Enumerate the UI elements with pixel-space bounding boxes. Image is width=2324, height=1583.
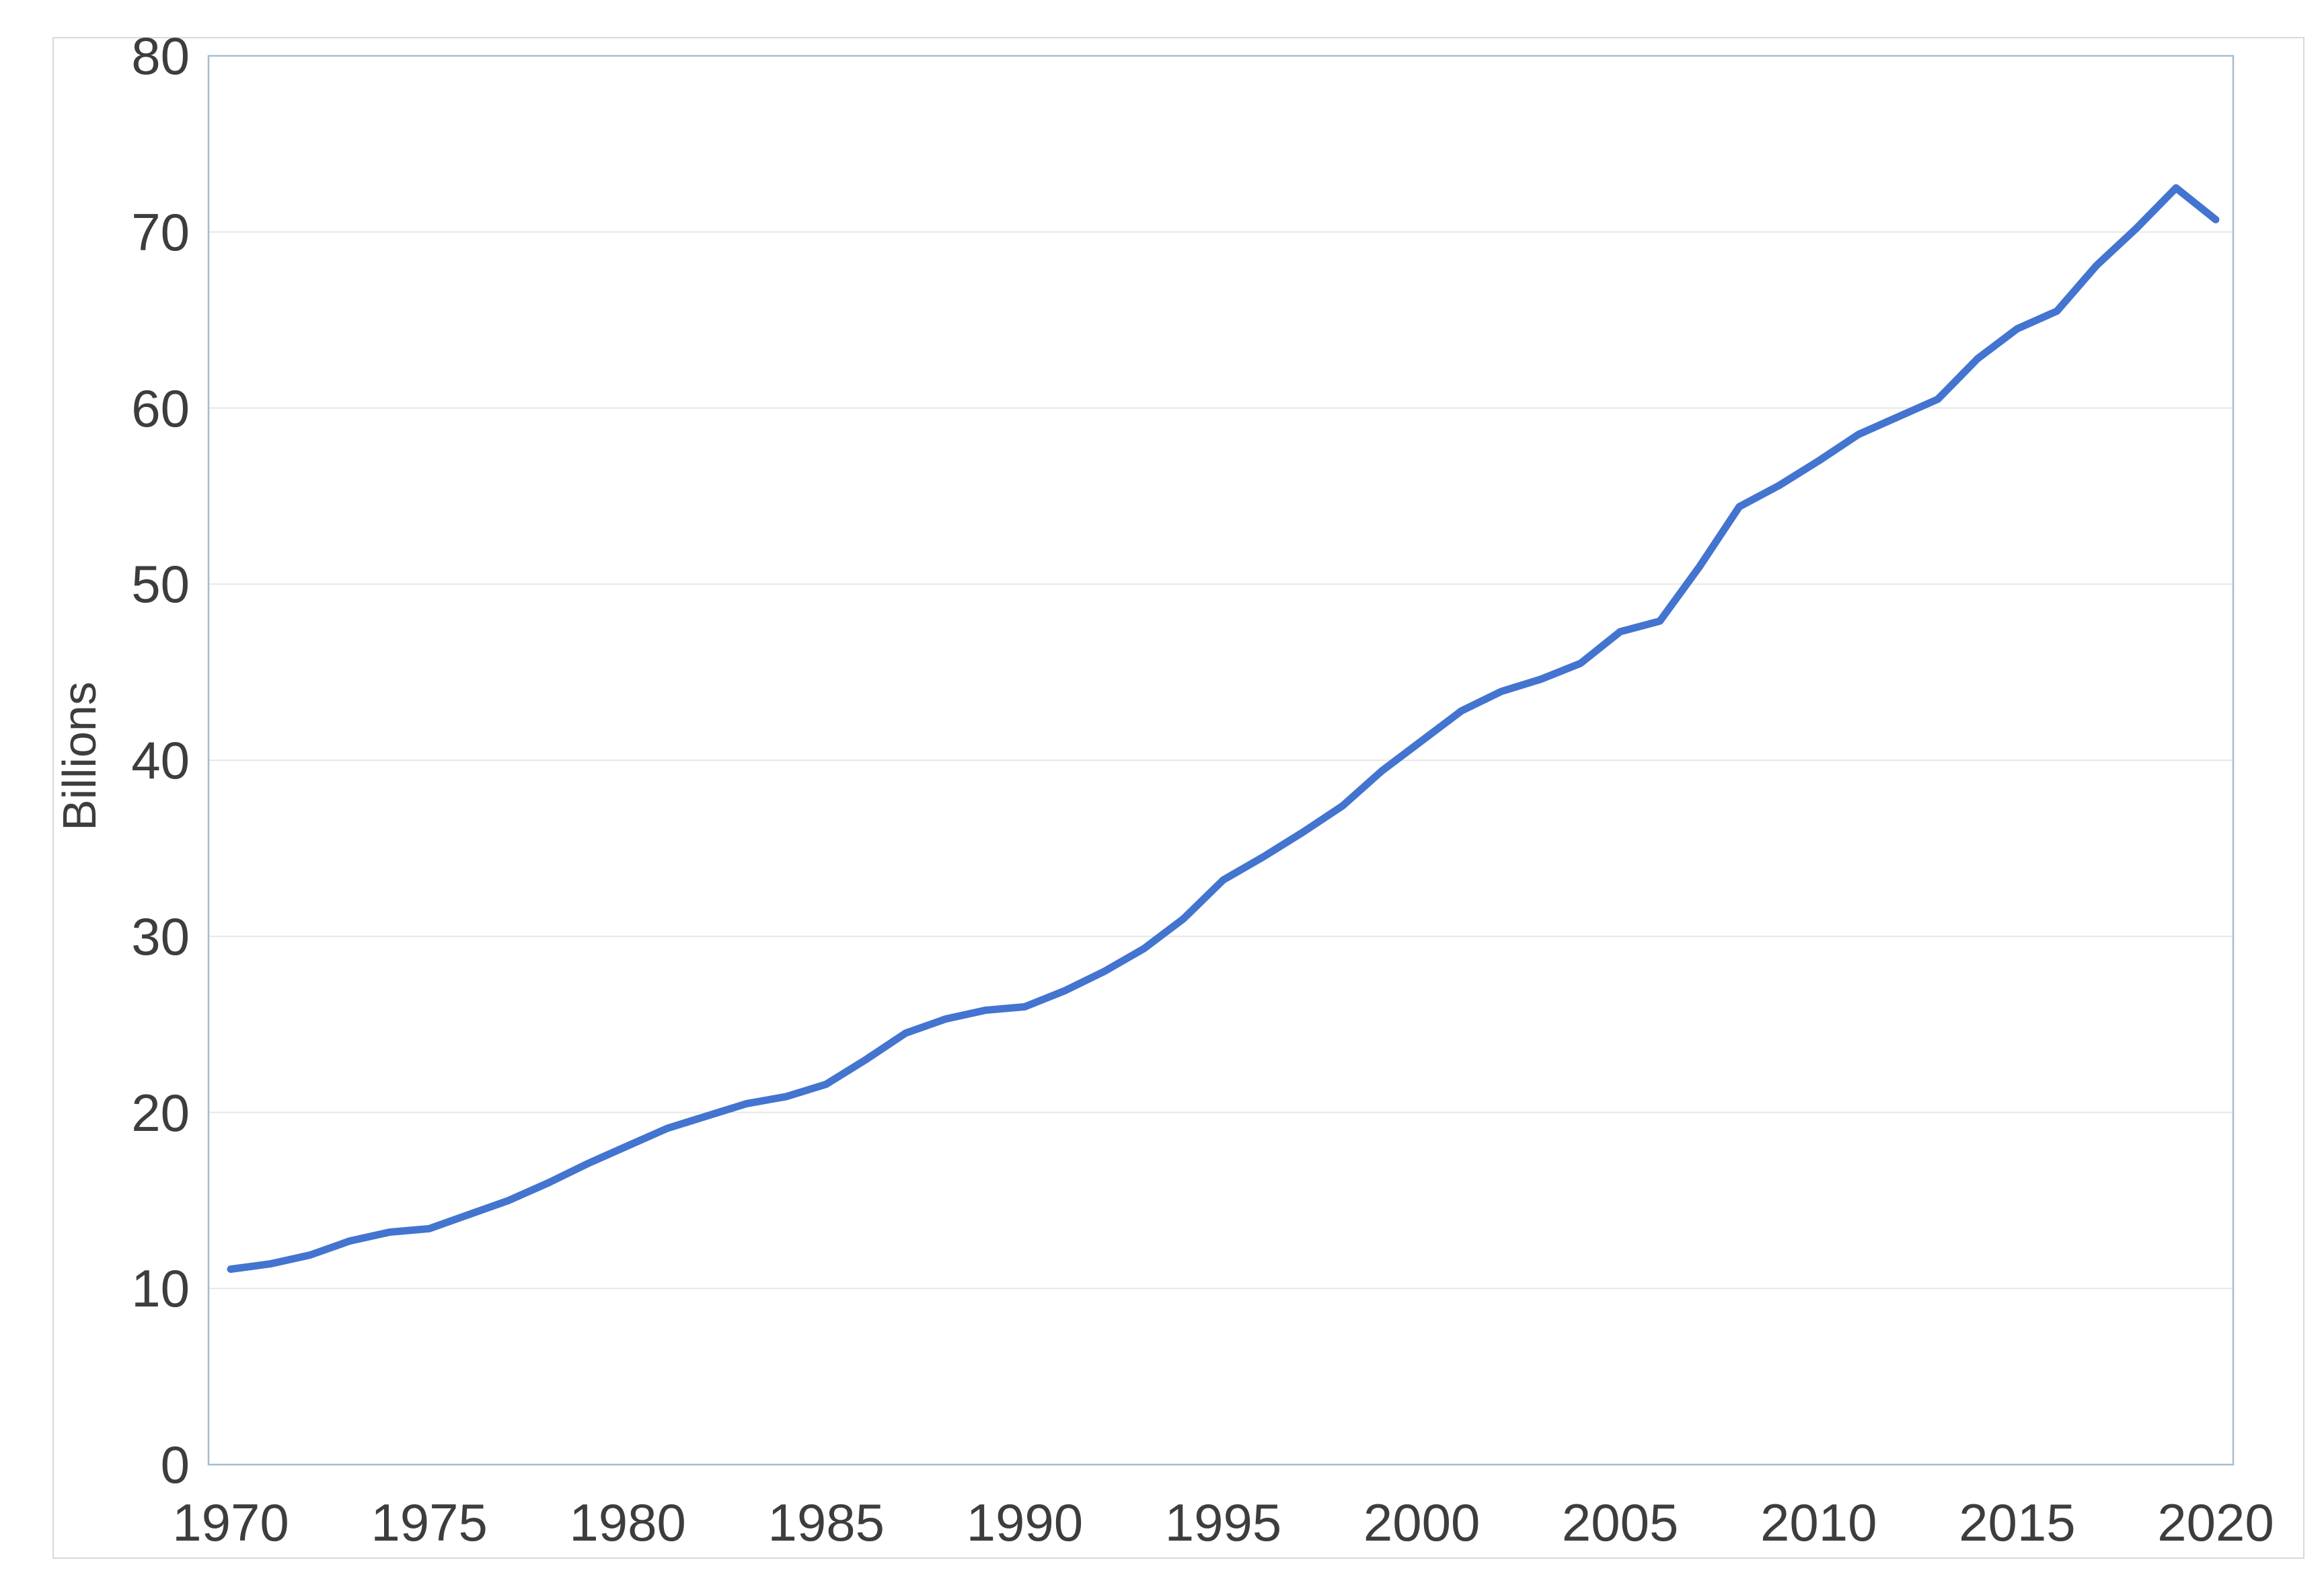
x-tick-label: 2010 — [1760, 1493, 1877, 1552]
y-tick-label: 60 — [131, 378, 190, 438]
x-tick-label: 1985 — [767, 1493, 885, 1552]
y-tick-label: 80 — [131, 26, 190, 85]
x-tick-label: 1990 — [966, 1493, 1084, 1552]
x-tick-label: 1980 — [569, 1493, 686, 1552]
x-tick-label: 1995 — [1164, 1493, 1282, 1552]
x-tick-label: 2015 — [1959, 1493, 2076, 1552]
chart-frame — [52, 37, 2304, 1559]
y-tick-label: 50 — [131, 554, 190, 614]
x-tick-label: 1975 — [371, 1493, 488, 1552]
y-tick-label: 70 — [131, 202, 190, 262]
x-tick-label: 2005 — [1561, 1493, 1679, 1552]
y-tick-label: 20 — [131, 1082, 190, 1142]
x-tick-label: 2000 — [1363, 1493, 1480, 1552]
x-tick-label: 1970 — [172, 1493, 289, 1552]
data-line — [227, 184, 2220, 1273]
y-tick-label: 30 — [131, 906, 190, 966]
plot-border — [207, 54, 2235, 1466]
y-tick-label: 10 — [131, 1259, 190, 1319]
x-tick-label: 2020 — [2157, 1493, 2274, 1552]
y-tick-label: 0 — [160, 1435, 190, 1494]
y-tick-label: 40 — [131, 731, 190, 790]
